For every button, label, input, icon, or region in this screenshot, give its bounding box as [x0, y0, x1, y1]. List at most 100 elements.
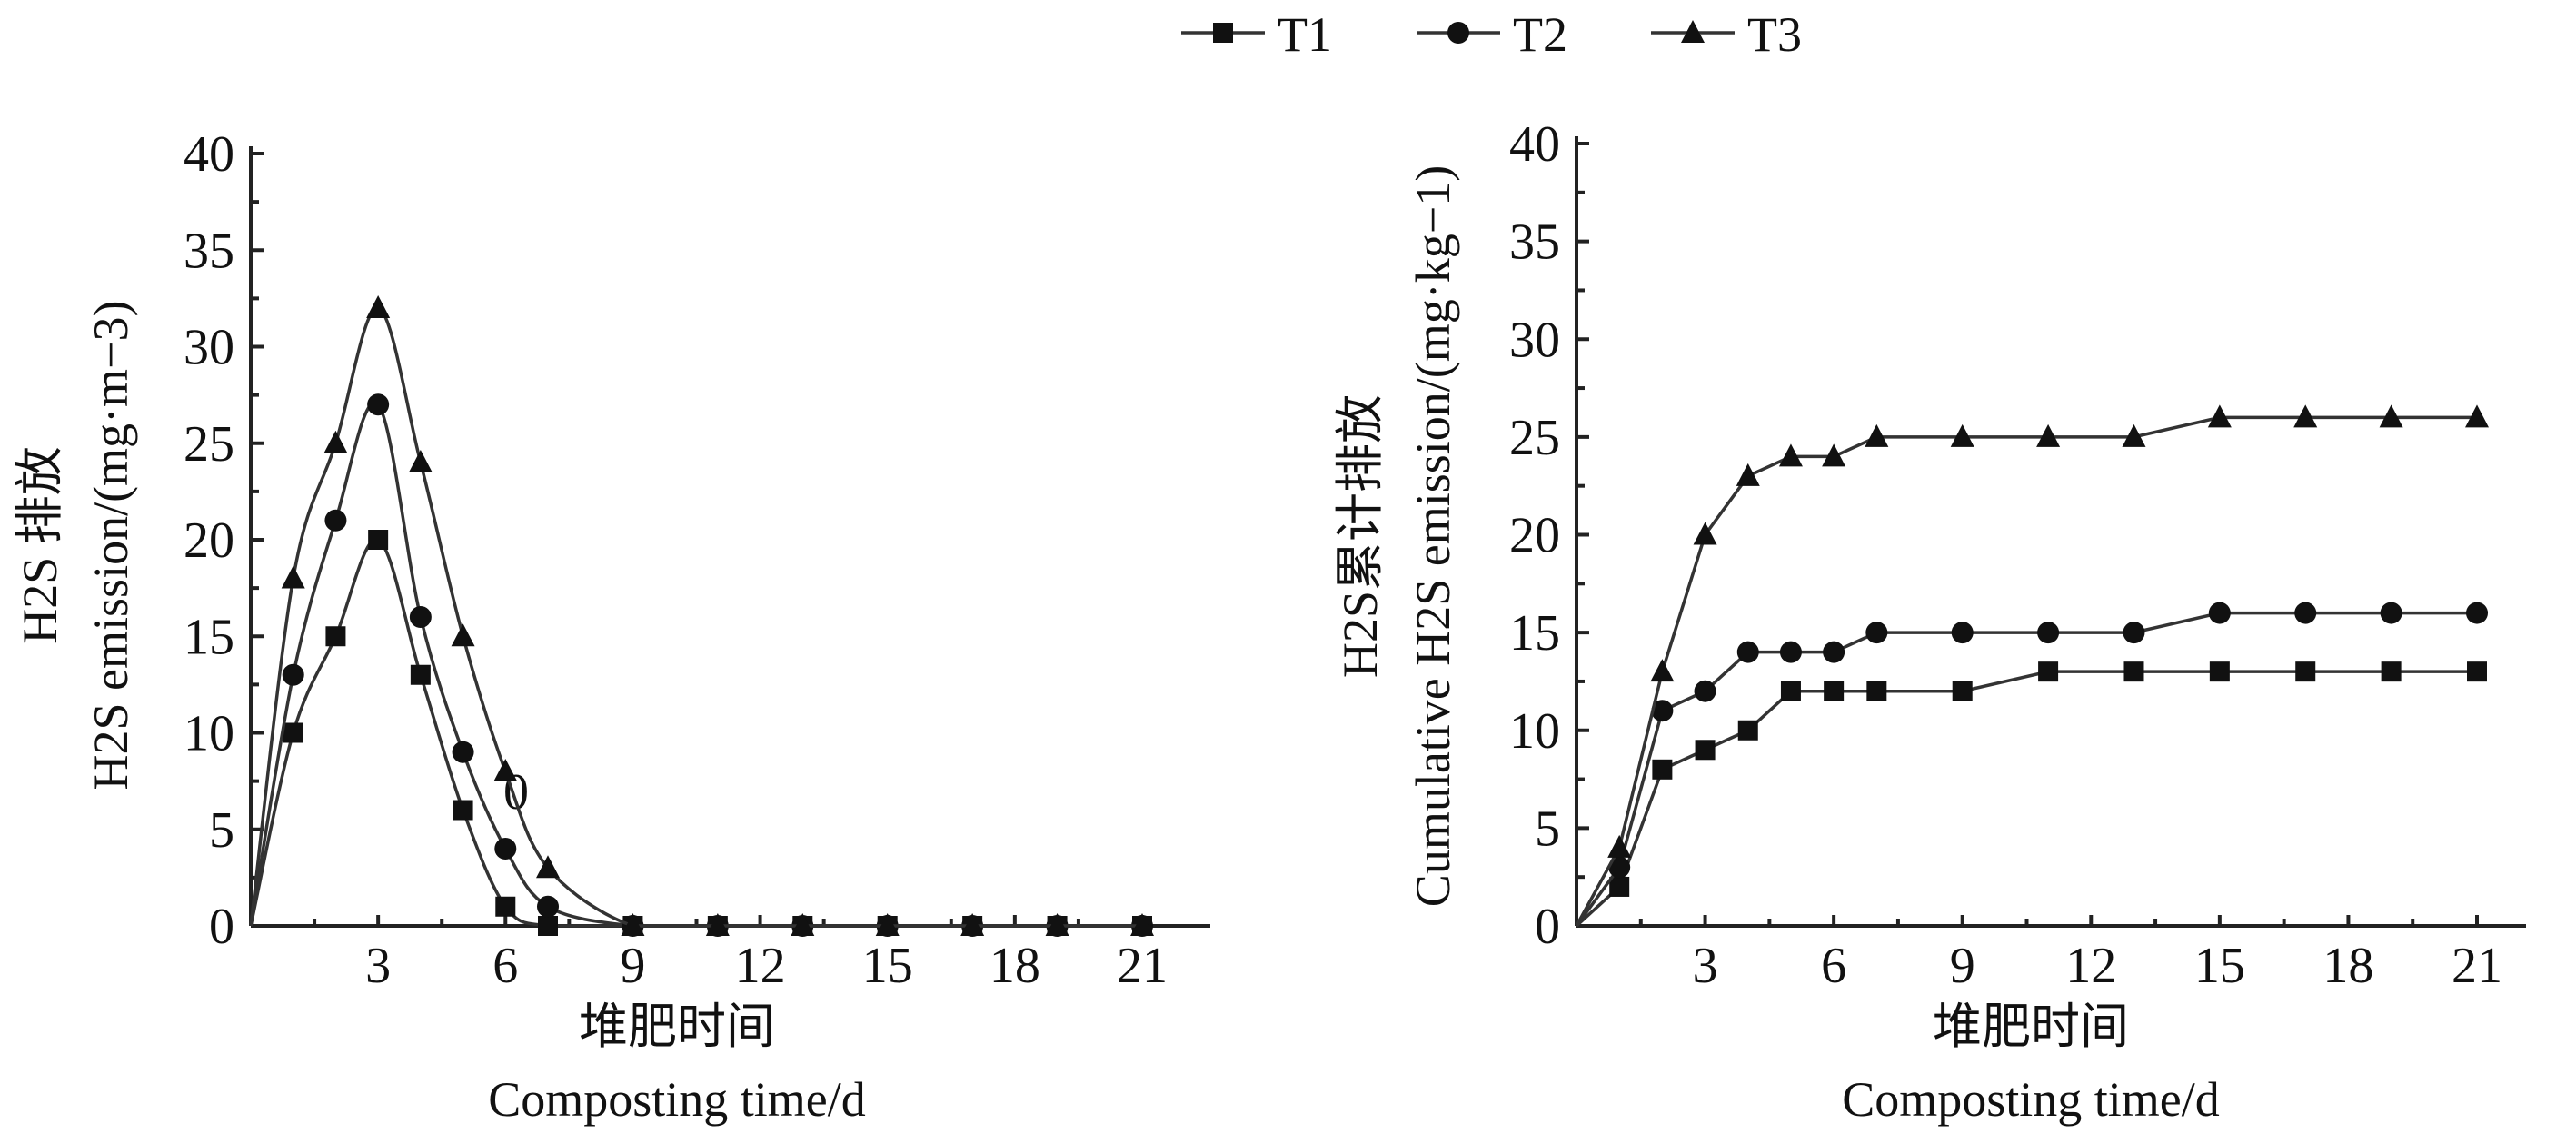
data-point-t3: [705, 913, 730, 936]
data-point-t2: [2208, 602, 2231, 624]
data-point-t1: [2467, 662, 2487, 682]
data-point-t3: [1736, 463, 1760, 486]
x-tick-label: 12: [2065, 938, 2116, 994]
x-tick-label: 12: [735, 938, 786, 994]
series-t2: [1575, 602, 2488, 928]
legend-marker-square-icon: [1213, 23, 1233, 43]
x-tick-label: 15: [862, 938, 913, 994]
x-tick-label: 9: [620, 938, 645, 994]
data-point-t3: [621, 913, 645, 936]
data-point-t1: [1866, 681, 1887, 701]
x-axis-label-cn: 堆肥时间: [1933, 1000, 2129, 1054]
data-point-t2: [1823, 641, 1845, 663]
y-tick-label: 30: [1509, 312, 1560, 368]
y-tick-label: 35: [1509, 214, 1560, 271]
legend-marker-circle-icon: [1447, 22, 1469, 44]
chart-cumulative-emission: H2S累计排放 Cumulative H2S emission/(mg·kg−1…: [1333, 116, 2526, 1127]
data-point-t2: [367, 393, 390, 416]
series-line-t2: [249, 401, 1142, 928]
data-point-t1: [1609, 876, 1630, 897]
data-point-t3: [281, 565, 305, 589]
data-point-t3: [2379, 404, 2403, 428]
legend-label: T3: [1747, 7, 1802, 62]
data-point-t3: [1130, 913, 1154, 936]
data-point-t1: [453, 800, 473, 821]
data-point-t1: [368, 530, 389, 550]
legend-label: T1: [1278, 7, 1332, 62]
legend-item-t1: T1: [1181, 7, 1332, 62]
data-point-t2: [1694, 680, 1716, 702]
x-tick-label: 18: [2322, 938, 2373, 994]
data-point-t2: [2123, 622, 2145, 644]
data-point-t2: [494, 838, 517, 860]
data-point-t1: [538, 916, 558, 936]
y-tick-label: 10: [184, 706, 234, 762]
data-point-t1: [1695, 740, 1716, 761]
data-point-t3: [536, 855, 560, 879]
data-point-t1: [2381, 662, 2402, 682]
y-tick-label: 25: [1509, 410, 1560, 466]
series-t3: [249, 295, 1154, 936]
data-point-t1: [1952, 681, 1973, 701]
data-point-t2: [537, 895, 559, 918]
data-point-t3: [1045, 913, 1069, 936]
data-point-t1: [410, 664, 431, 685]
x-tick-label: 6: [492, 938, 518, 994]
chart-instant-emission: H2S 排放 H2S emission/(mg·m−3) 0 5 10 15 20 25 3…: [13, 126, 1210, 1127]
series-t1: [249, 530, 1152, 936]
data-point-t3: [2465, 404, 2489, 428]
y-axis-label-cn: H2S累计排放: [1333, 394, 1387, 678]
legend-item-t2: T2: [1417, 7, 1567, 62]
data-point-t3: [408, 450, 433, 472]
data-point-t1: [2123, 662, 2144, 682]
series-t3: [1575, 404, 2489, 927]
data-point-t3: [960, 913, 985, 936]
data-point-t3: [366, 295, 391, 318]
data-point-t2: [1608, 856, 1631, 879]
y-tick-label: 10: [1509, 703, 1560, 760]
y-axis-label-en: H2S emission/(mg·m−3): [84, 301, 138, 791]
x-tick-label: 21: [2452, 938, 2502, 994]
y-tick-label: 30: [184, 320, 234, 376]
data-point-t3: [2207, 404, 2232, 428]
data-point-t3: [493, 759, 518, 781]
y-tick-label: 5: [1535, 801, 1560, 857]
x-tick-label: 3: [365, 938, 391, 994]
data-point-t3: [1693, 522, 1717, 545]
data-point-t2: [282, 663, 304, 686]
data-point-t2: [1651, 700, 1674, 722]
data-point-t1: [2038, 662, 2059, 682]
data-point-t2: [324, 509, 347, 532]
legend-marker-triangle-icon: [1681, 20, 1705, 43]
data-point-t1: [1737, 720, 1758, 741]
data-point-t3: [323, 430, 348, 453]
data-point-t2: [2294, 602, 2317, 624]
x-axis-label-en: Composting time/d: [488, 1072, 866, 1127]
series-line-t2: [1575, 611, 2477, 928]
data-point-t1: [1824, 681, 1845, 701]
x-axis-label-en: Composting time/d: [1842, 1072, 2220, 1127]
y-tick-label: 35: [184, 223, 234, 279]
series-t2: [249, 393, 1153, 937]
series-line-t1: [249, 538, 1142, 928]
data-point-t2: [409, 606, 432, 628]
x-tick-label: 9: [1950, 938, 1975, 994]
y-tick-label: 40: [1509, 116, 1560, 173]
data-point-t3: [1865, 423, 1889, 447]
y-tick-label: 20: [1509, 508, 1560, 564]
data-point-t3: [791, 913, 815, 936]
data-point-t2: [1951, 622, 1974, 644]
y-axis-label-cn: H2S 排放: [13, 446, 67, 644]
data-point-t1: [325, 626, 346, 647]
x-tick-label: 15: [2194, 938, 2245, 994]
y-tick-label: 20: [184, 512, 234, 569]
data-point-t3: [2293, 404, 2318, 428]
data-point-t2: [1736, 641, 1759, 663]
data-point-t1: [2295, 662, 2316, 682]
x-tick-label: 21: [1117, 938, 1168, 994]
legend: T1 T2 T3: [1181, 7, 1802, 62]
data-point-t3: [1650, 659, 1675, 682]
data-point-t1: [283, 722, 303, 743]
data-point-t3: [875, 913, 900, 936]
